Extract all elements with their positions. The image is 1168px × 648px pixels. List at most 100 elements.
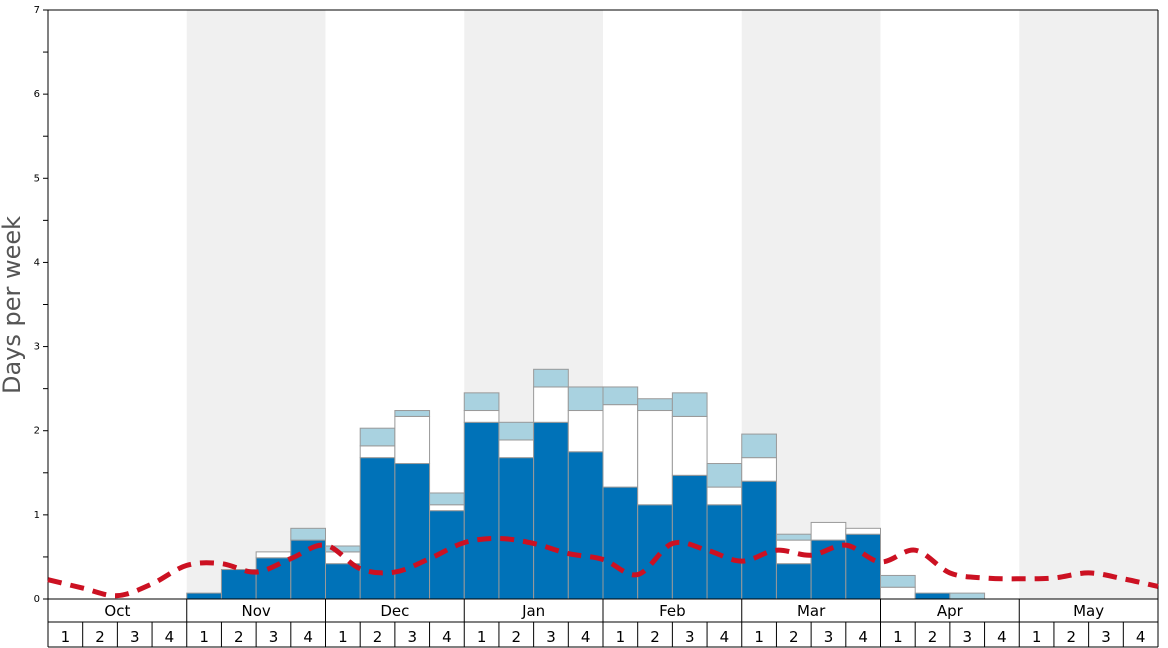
week-label: 3	[407, 628, 417, 646]
week-label: 4	[720, 628, 730, 646]
week-label: 2	[789, 628, 799, 646]
bar-top	[394, 410, 431, 417]
bar-base	[775, 563, 812, 600]
bar-middle	[602, 404, 639, 488]
bar-middle	[567, 410, 604, 453]
bar-base	[914, 592, 951, 600]
bar-base	[186, 592, 222, 600]
bar-top	[567, 386, 604, 412]
y-tick-label: 6	[34, 89, 40, 100]
bar-top	[949, 592, 986, 600]
bar-base	[671, 474, 708, 600]
y-tick-label: 0	[34, 594, 40, 605]
week-label: 1	[893, 628, 903, 646]
bar-top	[602, 386, 639, 406]
bar-top	[880, 574, 916, 588]
bar-middle	[429, 504, 465, 512]
month-label-may: May	[1073, 602, 1104, 620]
bar-base	[290, 539, 326, 600]
bar-top	[498, 421, 535, 441]
week-label: 4	[303, 628, 313, 646]
x-axis: Oct 1 2 3 4 Nov 1 2 3 4 Dec 1 2 3 4 Jan 1 2 3 4 Feb 1 2 3 4 Mar 1 2…	[47, 598, 1159, 648]
week-label: 1	[199, 628, 209, 646]
y-tick-label: 7	[34, 5, 40, 16]
bar-base	[498, 457, 535, 600]
month-band-may	[1019, 10, 1158, 599]
bar-middle	[880, 586, 916, 600]
average-line	[47, 535, 1159, 599]
week-label: 3	[685, 628, 695, 646]
month-label-jan: Jan	[521, 602, 545, 620]
week-label: 4	[997, 628, 1007, 646]
bar-base	[463, 421, 500, 600]
bar-middle	[533, 386, 569, 423]
bar-middle	[637, 410, 673, 506]
week-label: 4	[858, 628, 868, 646]
y-axis-label: Days per week	[0, 216, 26, 394]
week-label: 1	[754, 628, 764, 646]
week-label: 3	[962, 628, 972, 646]
bar-middle	[498, 439, 535, 459]
week-label: 2	[512, 628, 522, 646]
week-label: 2	[650, 628, 660, 646]
bar-base	[325, 563, 361, 600]
week-label: 3	[1101, 628, 1111, 646]
bar-top	[533, 368, 569, 388]
month-label-dec: Dec	[380, 602, 409, 620]
bar-base	[533, 421, 569, 600]
bar-top	[637, 398, 673, 412]
month-label-nov: Nov	[241, 602, 270, 620]
week-label: 1	[616, 628, 626, 646]
bar-middle	[810, 521, 847, 541]
y-tick-label: 3	[34, 342, 40, 353]
week-label: 4	[581, 628, 591, 646]
bar-top	[290, 527, 326, 541]
month-label-mar: Mar	[797, 602, 826, 620]
bar-top	[463, 392, 500, 412]
average-dashed-line	[47, 535, 1159, 599]
bar-middle	[394, 415, 431, 465]
bar-base	[394, 463, 431, 600]
week-label: 4	[165, 628, 175, 646]
bar-middle	[255, 551, 292, 559]
bar-middle	[845, 527, 881, 535]
month-label-feb: Feb	[659, 602, 686, 620]
month-band-apr	[880, 10, 1020, 599]
week-label: 3	[269, 628, 279, 646]
y-tick-label: 1	[34, 510, 40, 521]
y-tick-label: 4	[34, 257, 40, 268]
bar-top	[359, 427, 396, 447]
week-label: 1	[477, 628, 487, 646]
bar-middle	[671, 415, 708, 476]
week-label: 1	[61, 628, 71, 646]
bar-base	[741, 480, 777, 600]
bar-base	[602, 486, 639, 600]
week-label: 2	[1067, 628, 1077, 646]
week-label: 2	[95, 628, 105, 646]
bar-middle	[463, 410, 500, 423]
week-label: 2	[234, 628, 244, 646]
week-label: 3	[546, 628, 556, 646]
y-tick-label: 2	[34, 426, 40, 437]
month-label-apr: Apr	[937, 602, 964, 620]
month-band-oct	[48, 10, 187, 599]
week-label: 1	[1032, 628, 1042, 646]
y-tick-label: 5	[34, 173, 40, 184]
week-label: 4	[1136, 628, 1146, 646]
bar-middle	[706, 486, 743, 506]
bar-top	[741, 433, 777, 459]
week-label: 2	[928, 628, 938, 646]
bar-base	[567, 451, 604, 600]
week-label: 3	[824, 628, 834, 646]
week-label: 1	[338, 628, 348, 646]
bar-middle	[741, 457, 777, 482]
week-label: 4	[442, 628, 452, 646]
bar-base	[359, 457, 396, 600]
month-label-oct: Oct	[104, 602, 130, 620]
bar-base	[637, 504, 673, 600]
week-label: 2	[373, 628, 383, 646]
bar-top	[671, 392, 708, 417]
y-axis: 0 1 2 3 4 5 6 7	[34, 5, 1159, 605]
